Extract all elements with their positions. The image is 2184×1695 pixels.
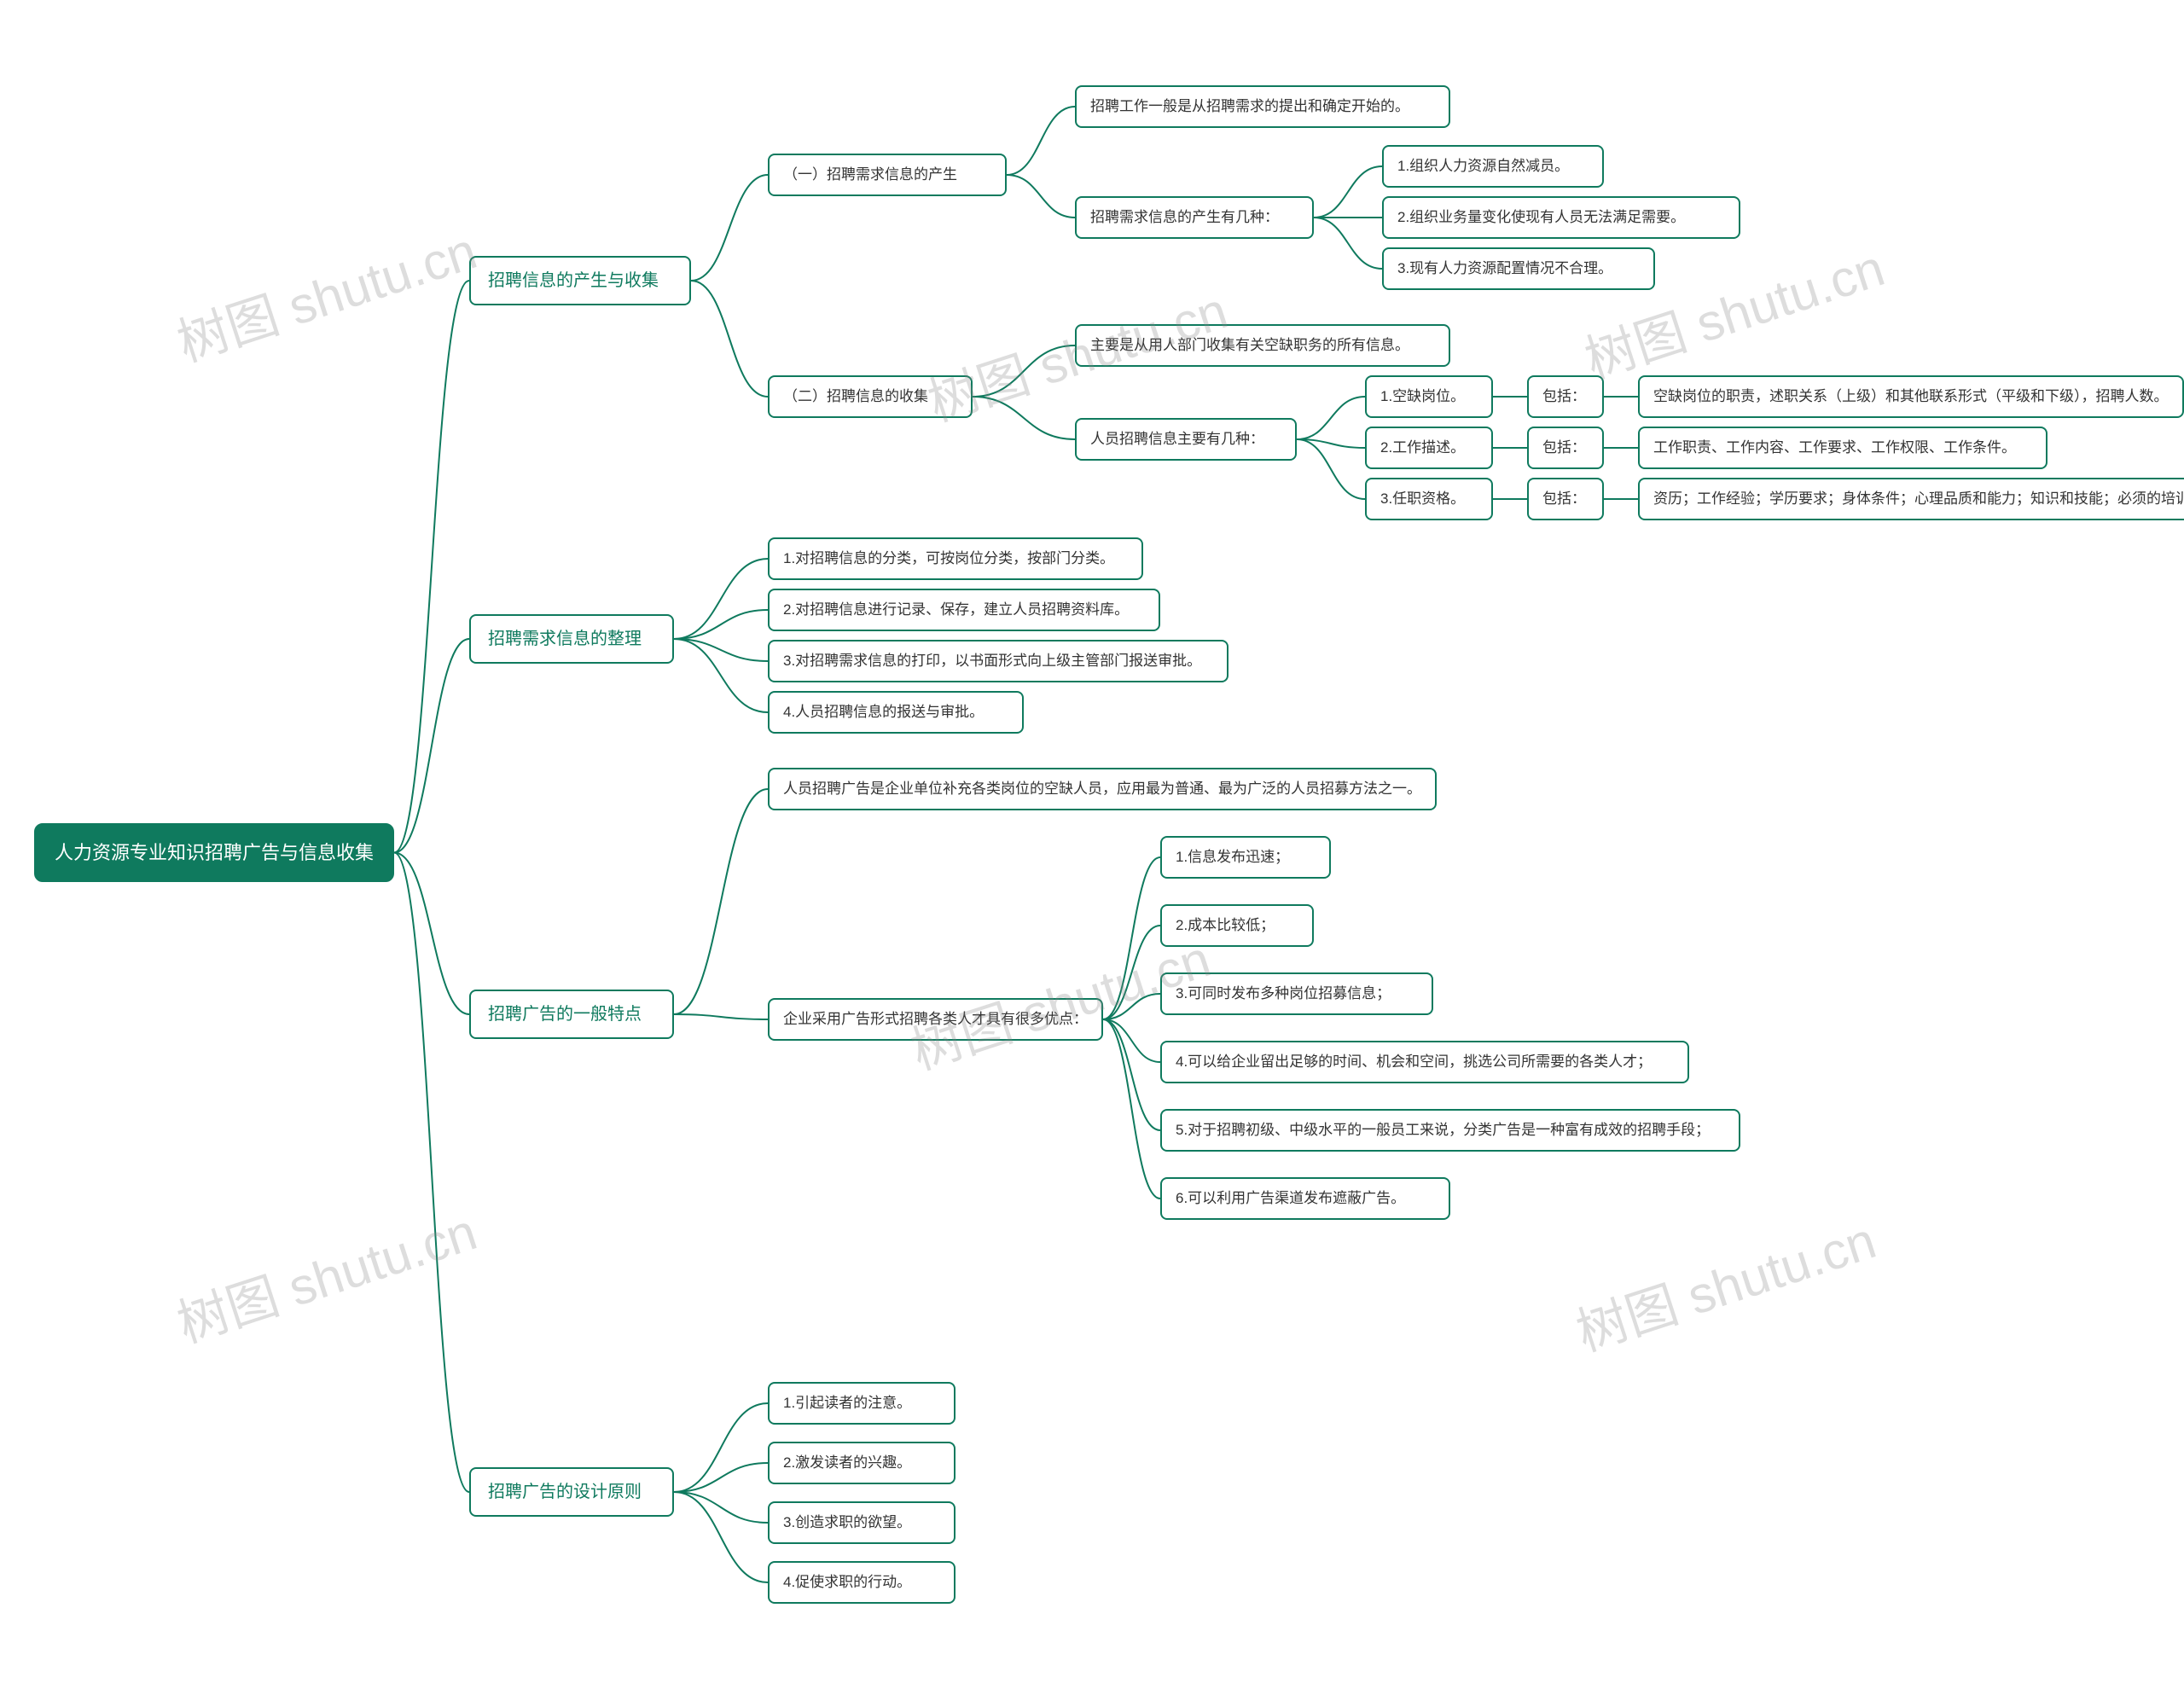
node: 3.任职资格。 [1365, 478, 1493, 520]
lvl1-node: 招聘信息的产生与收集 [469, 256, 691, 305]
watermark: 树图 shutu.cn [166, 1191, 485, 1357]
node: 4.人员招聘信息的报送与审批。 [768, 691, 1024, 734]
node: 招聘需求信息的产生有几种： [1075, 196, 1314, 239]
node: 人员招聘广告是企业单位补充各类岗位的空缺人员，应用最为普通、最为广泛的人员招募方… [768, 768, 1437, 810]
node: 1.空缺岗位。 [1365, 375, 1493, 418]
node: 6.可以利用广告渠道发布遮蔽广告。 [1160, 1177, 1450, 1220]
node: 3.可同时发布多种岗位招募信息； [1160, 972, 1433, 1015]
node: 1.对招聘信息的分类，可按岗位分类，按部门分类。 [768, 537, 1143, 580]
node: （一）招聘需求信息的产生 [768, 154, 1007, 196]
node: 主要是从用人部门收集有关空缺职务的所有信息。 [1075, 324, 1450, 367]
node: 3.创造求职的欲望。 [768, 1501, 956, 1544]
node: 企业采用广告形式招聘各类人才具有很多优点： [768, 998, 1103, 1041]
node: 2.对招聘信息进行记录、保存，建立人员招聘资料库。 [768, 589, 1160, 631]
node: 3.对招聘需求信息的打印，以书面形式向上级主管部门报送审批。 [768, 640, 1228, 682]
node: 3.现有人力资源配置情况不合理。 [1382, 247, 1655, 290]
node: （二）招聘信息的收集 [768, 375, 973, 418]
node: 2.成本比较低； [1160, 904, 1314, 947]
node: 5.对于招聘初级、中级水平的一般员工来说，分类广告是一种富有成效的招聘手段； [1160, 1109, 1740, 1152]
watermark: 树图 shutu.cn [166, 210, 485, 376]
node: 4.可以给企业留出足够的时间、机会和空间，挑选公司所需要的各类人才； [1160, 1041, 1689, 1083]
node: 工作职责、工作内容、工作要求、工作权限、工作条件。 [1638, 427, 2048, 469]
node: 1.引起读者的注意。 [768, 1382, 956, 1425]
lvl1-node: 招聘广告的一般特点 [469, 990, 674, 1039]
node: 2.激发读者的兴趣。 [768, 1442, 956, 1484]
node: 招聘工作一般是从招聘需求的提出和确定开始的。 [1075, 85, 1450, 128]
node: 包括： [1527, 427, 1604, 469]
node: 空缺岗位的职责，述职关系（上级）和其他联系形式（平级和下级），招聘人数。 [1638, 375, 2184, 418]
lvl1-node: 招聘广告的设计原则 [469, 1467, 674, 1517]
node: 4.促使求职的行动。 [768, 1561, 956, 1604]
lvl1-node: 招聘需求信息的整理 [469, 614, 674, 664]
node: 包括： [1527, 375, 1604, 418]
root-node: 人力资源专业知识招聘广告与信息收集 [34, 823, 394, 882]
node: 2.工作描述。 [1365, 427, 1493, 469]
node: 包括： [1527, 478, 1604, 520]
node: 人员招聘信息主要有几种： [1075, 418, 1297, 461]
node: 2.组织业务量变化使现有人员无法满足需要。 [1382, 196, 1740, 239]
node: 1.信息发布迅速； [1160, 836, 1331, 879]
watermark: 树图 shutu.cn [1565, 1199, 1884, 1366]
node: 1.组织人力资源自然减员。 [1382, 145, 1604, 188]
node: 资历；工作经验；学历要求；身体条件；心理品质和能力；知识和技能；必须的培训等。 [1638, 478, 2184, 520]
